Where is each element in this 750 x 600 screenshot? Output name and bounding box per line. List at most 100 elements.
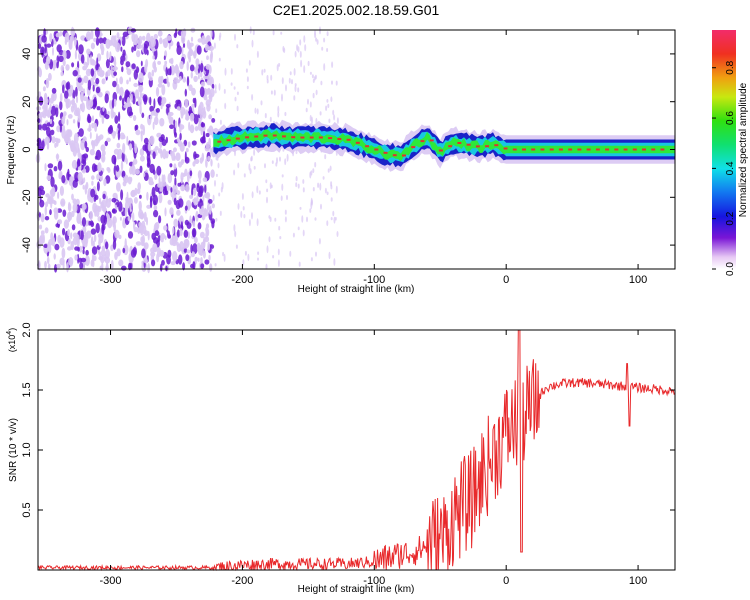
- spectrogram-noise-blob: [107, 126, 113, 134]
- spectrogram-noise-blob: [154, 222, 160, 230]
- spectrogram-noise-blob: [157, 83, 163, 88]
- spectrogram-noise-blob: [134, 143, 138, 154]
- spectrogram-noise-blob: [95, 77, 100, 85]
- spectrogram-noise-blob: [132, 115, 137, 121]
- spectrogram-faint-streak: [295, 182, 298, 188]
- spectrogram-noise-blob: [108, 197, 112, 203]
- spectrogram-faint-streak: [335, 80, 338, 86]
- y-tick-label: 20: [21, 96, 33, 108]
- spectrogram-noise-blob: [203, 106, 206, 114]
- spectrogram-noise-blob: [210, 159, 213, 167]
- spectrogram-faint-streak: [318, 238, 321, 245]
- spectrogram-faint-streak: [258, 190, 261, 195]
- spectrogram-noise-blob: [72, 198, 77, 205]
- spectrogram-faint-streak: [284, 209, 287, 215]
- spectrogram-noise-blob: [200, 263, 205, 269]
- spectrogram-noise-blob: [138, 200, 142, 212]
- spectrogram-faint-streak: [330, 96, 333, 102]
- spectrogram-noise-blob: [112, 131, 116, 139]
- spectrogram-noise-blob: [41, 140, 45, 150]
- spectrogram-faint-streak: [286, 195, 288, 200]
- spectrogram-noise-blob: [151, 259, 156, 267]
- spectrogram-noise-blob: [141, 112, 145, 119]
- spectrogram-noise-blob: [86, 48, 91, 55]
- spectrogram-faint-streak: [235, 244, 238, 249]
- spectrogram-faint-streak: [251, 39, 254, 48]
- spectrogram-noise-blob: [73, 36, 77, 47]
- spectrogram-noise-blob: [170, 57, 174, 65]
- spectrogram-noise-blob: [121, 35, 126, 47]
- spectrogram-noise-blob: [178, 198, 184, 208]
- spectrogram-noise-blob: [131, 165, 134, 173]
- spectrogram-faint-streak: [302, 187, 305, 193]
- spectrogram-noise-blob: [46, 126, 51, 137]
- spectrogram-faint-streak: [265, 179, 268, 184]
- spectrogram-noise-blob: [197, 109, 201, 115]
- spectrogram-noise-blob: [188, 121, 191, 131]
- spectrogram-noise-blob: [184, 205, 188, 211]
- spectrogram-noise-blob: [78, 44, 84, 55]
- spectrogram-noise-blob: [89, 131, 92, 139]
- spectrogram-noise-blob: [82, 184, 85, 190]
- spectrogram-noise-blob: [83, 75, 89, 84]
- spectrogram-noise-blob: [204, 184, 207, 194]
- spectrogram-noise-blob: [136, 50, 141, 58]
- spectrogram-noise-blob: [141, 35, 146, 41]
- spectrogram-noise-blob: [205, 192, 211, 199]
- spectrogram-noise-blob: [67, 229, 70, 236]
- spectrogram-noise-blob: [202, 250, 206, 259]
- spectrogram-faint-streak: [266, 188, 269, 193]
- spectrogram-noise-blob: [70, 232, 73, 240]
- spectrogram-faint-streak: [299, 206, 302, 210]
- spectrogram-noise-blob: [80, 91, 84, 102]
- spectrogram-noise-blob: [68, 39, 72, 50]
- spectrogram-noise-blob: [91, 115, 95, 122]
- spectrogram-noise-blob: [152, 121, 155, 130]
- spectrogram-noise-blob: [161, 139, 167, 146]
- spectrogram-noise-blob: [67, 114, 73, 119]
- spectrogram-faint-streak: [322, 176, 325, 180]
- spectrogram-noise-blob: [89, 197, 94, 203]
- spectrogram-noise-blob: [203, 207, 207, 216]
- spectrogram-faint-streak: [276, 64, 279, 72]
- x-tick-label: -300: [100, 274, 122, 286]
- spectrogram-noise-blob: [194, 256, 198, 262]
- spectrogram-noise-blob: [77, 171, 83, 182]
- spectrogram-noise-blob: [128, 111, 134, 116]
- spectrogram-noise-blob: [44, 205, 47, 216]
- spectrogram-noise-blob: [158, 76, 163, 85]
- spectrogram-noise-blob: [169, 65, 172, 76]
- spectrogram-faint-streak: [284, 158, 287, 166]
- spectrogram-noise-blob: [105, 248, 110, 259]
- spectrogram-noise-blob: [176, 209, 181, 216]
- spectrogram-noise-blob: [99, 175, 104, 181]
- spectrogram-faint-streak: [327, 103, 330, 108]
- spectrogram-noise-blob: [95, 133, 99, 144]
- spectrogram-noise-blob: [105, 241, 109, 250]
- spectrogram-noise-blob: [77, 158, 81, 167]
- spectrogram-noise-blob: [41, 35, 47, 43]
- spectrogram-noise-blob: [134, 89, 140, 99]
- spectrogram-noise-blob: [151, 232, 156, 241]
- spectrogram-noise-blob: [71, 159, 78, 169]
- spectrogram-noise-blob: [168, 116, 174, 125]
- spectrogram-noise-blob: [116, 142, 121, 149]
- spectrogram-noise-blob: [135, 168, 140, 175]
- spectrogram-noise-blob: [58, 55, 64, 63]
- spectrogram-noise-blob: [199, 157, 203, 164]
- spectrogram-noise-blob: [59, 123, 63, 133]
- spectrogram-faint-streak: [266, 245, 269, 254]
- spectrogram-noise-blob: [126, 68, 132, 76]
- spectrogram-noise-blob: [91, 175, 95, 180]
- spectrogram-faint-streak: [237, 203, 240, 210]
- spectrogram-noise-blob: [169, 238, 174, 246]
- spectrogram-noise-blob: [68, 137, 71, 146]
- x-tick-label: -200: [231, 274, 253, 286]
- spectrogram-noise-blob: [37, 124, 43, 130]
- spectrogram-noise-blob: [94, 122, 98, 132]
- spectrogram-noise-blob: [80, 139, 86, 151]
- spectrogram-noise-blob: [189, 219, 193, 224]
- spectrogram-faint-streak: [233, 169, 236, 176]
- spectrogram-noise-blob: [39, 234, 45, 245]
- spectrogram-noise-blob: [81, 217, 87, 227]
